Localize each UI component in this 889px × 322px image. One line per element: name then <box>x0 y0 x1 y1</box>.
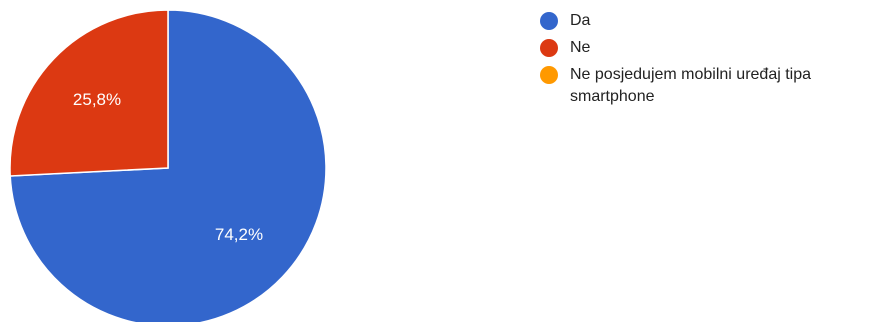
legend-swatch-da <box>540 12 558 30</box>
pie-slices <box>9 9 327 322</box>
slice-label-da: 74,2% <box>215 225 263 244</box>
legend-item-da[interactable]: Da <box>540 10 885 32</box>
slice-label-ne: 25,8% <box>73 90 121 109</box>
legend-swatch-ne <box>540 39 558 57</box>
legend-swatch-no-smartphone <box>540 66 558 84</box>
legend-label-da: Da <box>570 12 591 29</box>
legend: Da Ne Ne posjedujem mobilni uređaj tipa … <box>540 10 885 113</box>
legend-label-ne: Ne <box>570 39 591 56</box>
legend-label-no-smartphone: Ne posjedujem mobilni uređaj tipa smartp… <box>570 66 812 105</box>
slice-ne[interactable] <box>9 9 169 177</box>
pie-slice-labels: 74,2% 25,8% <box>73 90 263 244</box>
legend-item-no-smartphone[interactable]: Ne posjedujem mobilni uređaj tipa smartp… <box>540 64 885 108</box>
legend-item-ne[interactable]: Ne <box>540 37 885 59</box>
